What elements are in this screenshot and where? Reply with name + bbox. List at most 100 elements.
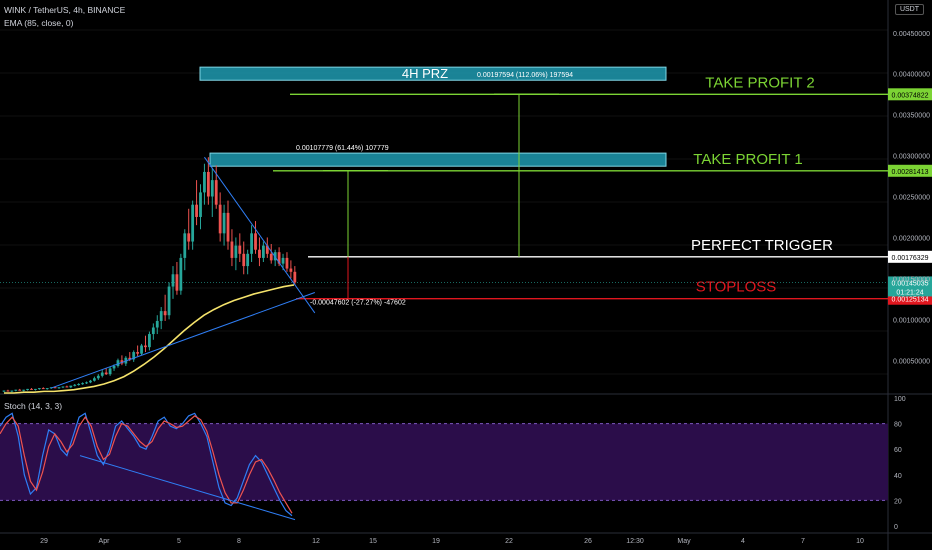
prz-zone [209, 152, 667, 167]
candle-body [210, 180, 214, 197]
candle-body [234, 245, 238, 258]
candle-body [281, 257, 285, 264]
time-tick-label: 10 [856, 538, 864, 545]
price-tick-label: 0.00250000 [893, 195, 930, 202]
candle-body [53, 387, 57, 389]
stoch-divergence-line [79, 455, 296, 521]
stoch-k-line [0, 412, 293, 517]
ema-line [4, 284, 295, 394]
stoch-tick-label: 20 [894, 498, 902, 505]
candle-body [144, 345, 147, 348]
candle-body [175, 274, 179, 291]
candle-body [167, 286, 171, 316]
stoch-tick-label: 0 [894, 524, 898, 531]
candle-body [214, 180, 218, 205]
price-tick-label: 0.00200000 [893, 235, 930, 242]
price-tag-label: 0.00281413 [892, 169, 929, 176]
candle-body [203, 171, 206, 193]
time-tick-label: 7 [801, 538, 805, 545]
candle-body [104, 372, 108, 375]
candle-body [120, 360, 124, 364]
candle-body [14, 389, 18, 391]
candle-body [41, 388, 45, 390]
candle-body [132, 352, 136, 360]
candle-body [191, 204, 195, 242]
time-tick-label: 29 [40, 538, 48, 545]
candle-body [250, 233, 253, 254]
current-price-tag [888, 276, 932, 297]
candle-body [89, 380, 92, 383]
price-tag-label: 0.00125134 [892, 297, 929, 304]
candle-body [151, 327, 155, 335]
candle-body [73, 384, 77, 386]
candle-body [30, 388, 33, 390]
candle-body [242, 253, 246, 267]
candle-body [77, 383, 81, 385]
candle-body [155, 320, 159, 328]
time-tick-label: May [677, 538, 691, 545]
candle-body [218, 204, 222, 234]
stoch-band [0, 423, 888, 501]
candle-body [148, 334, 151, 348]
stoch-tick-label: 40 [894, 473, 902, 480]
measure-label: 0.00197594 (112.06%) 197594 [477, 72, 573, 79]
candle-body [289, 268, 293, 272]
time-tick-label: 26 [584, 538, 592, 545]
time-tick-label: 8 [237, 538, 241, 545]
price-tag-label: 0.00374822 [892, 92, 929, 99]
candle-body [293, 271, 297, 283]
candle-body [22, 389, 26, 391]
candle-body [85, 382, 88, 384]
price-tag-label: 0.00176329 [892, 255, 929, 262]
time-tick-label: 22 [505, 538, 513, 545]
candle-body [140, 345, 143, 354]
candle-body [238, 245, 242, 254]
price-tick-label: 0.00450000 [893, 31, 930, 38]
candle-body [226, 212, 230, 242]
measure-label: 0.00107779 (61.44%) 107779 [296, 145, 389, 152]
time-tick-label: 12:30 [626, 538, 644, 545]
measure-label: -0.00047602 (-27.27%) -47602 [310, 300, 406, 307]
candle-body [277, 252, 281, 264]
candle-body [34, 388, 37, 390]
candle-body [195, 204, 198, 217]
candle-body [57, 387, 61, 389]
candle-body [65, 386, 69, 388]
prz-zone-label: 4H PRZ [402, 66, 448, 81]
candle-body [69, 385, 73, 388]
candle-body [92, 378, 96, 381]
price-tick-label: 0.00050000 [893, 358, 930, 365]
level-label: TAKE PROFIT 2 [705, 74, 814, 91]
current-price-label: 0.00145035 [892, 280, 929, 287]
candle-body [265, 245, 269, 254]
stoch-tick-label: 80 [894, 422, 902, 429]
trend-line [204, 156, 316, 314]
prz-zone [199, 66, 667, 81]
currency-badge[interactable]: USDT [894, 4, 924, 15]
candle-body [136, 352, 140, 354]
candle-body [285, 257, 289, 269]
candle-body [128, 357, 132, 360]
price-tag [888, 250, 932, 263]
candle-body [254, 233, 257, 250]
stoch-tick-label: 60 [894, 447, 902, 454]
candle-body [37, 388, 41, 390]
candle-body [96, 375, 100, 379]
candle-body [187, 233, 191, 242]
candle-body [112, 365, 116, 369]
candle-body [2, 390, 6, 392]
price-tick-label: 0.00100000 [893, 317, 930, 324]
candle-body [45, 388, 49, 390]
candle-body [206, 171, 210, 197]
time-tick-label: 15 [369, 538, 377, 545]
candle-body [61, 386, 65, 388]
candle-body [116, 360, 120, 366]
time-tick-label: 12 [312, 538, 320, 545]
countdown-label: 01:21:24 [896, 289, 923, 296]
candle-body [183, 233, 187, 258]
candle-body [18, 389, 22, 391]
time-tick-label: Apr [99, 538, 111, 545]
time-tick-label: 4 [741, 538, 745, 545]
candle-body [171, 274, 175, 287]
candle-body [10, 390, 14, 392]
